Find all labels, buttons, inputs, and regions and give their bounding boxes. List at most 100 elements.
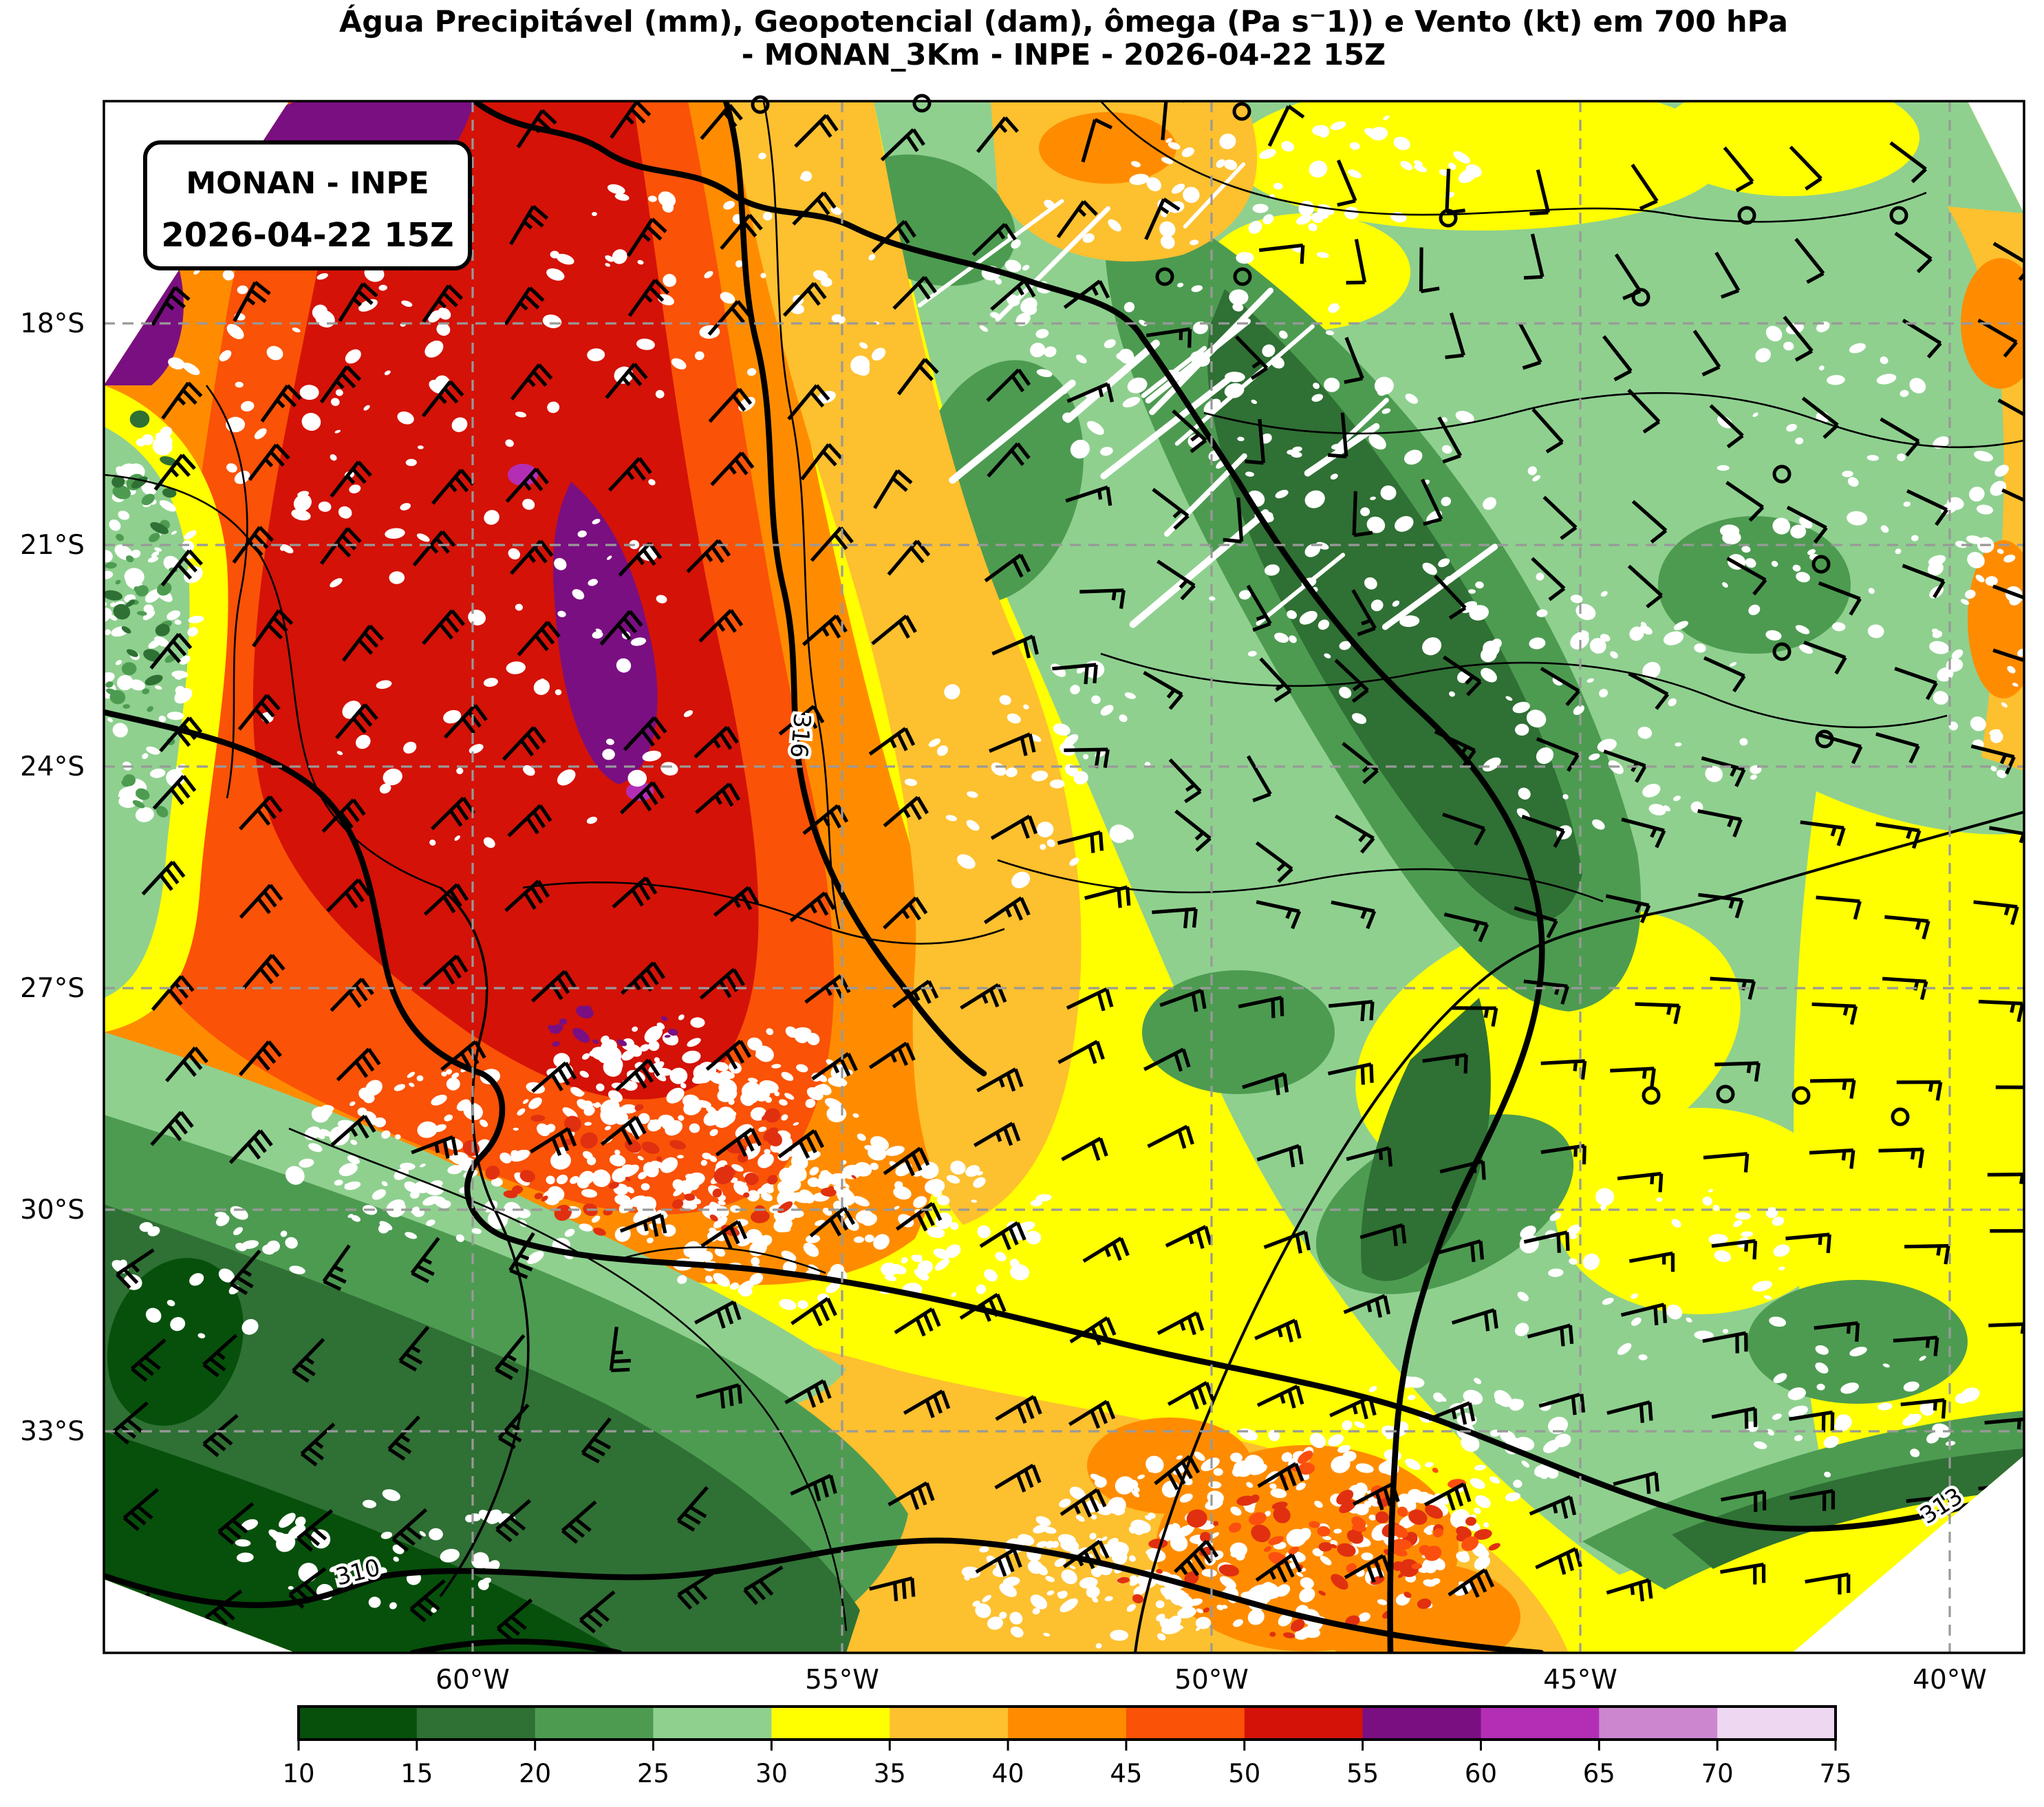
contour-line-316 <box>722 101 987 1077</box>
wind-barb <box>1157 559 1196 601</box>
precipitable-water-field <box>104 101 2024 1653</box>
calm-wind-circle <box>1772 642 1792 661</box>
colorbar-segment <box>1599 1707 1718 1740</box>
wind-barb <box>510 363 553 400</box>
wind-barb <box>421 380 464 418</box>
wind-barb <box>1995 1085 2024 1089</box>
wind-barb <box>114 1592 151 1635</box>
wind-barb <box>1165 1225 1213 1250</box>
wind-barb <box>122 1488 159 1532</box>
wind-barb <box>1973 900 2019 926</box>
wind-barb <box>579 1590 616 1634</box>
wind-barb <box>619 781 665 815</box>
wind-barb <box>1061 1137 1108 1162</box>
contour-line-313 <box>104 709 2024 1532</box>
wind-barb <box>1246 755 1272 802</box>
wind-barb <box>1079 588 1126 609</box>
wind-barb <box>1542 495 1578 540</box>
wind-barb <box>1992 242 2024 281</box>
wind-barb <box>1056 200 1098 239</box>
wind-barb <box>777 1129 825 1159</box>
wind-barb <box>975 1548 1022 1577</box>
wind-barb <box>989 732 1036 756</box>
calm-wind-circle <box>1155 267 1174 286</box>
wind-barb <box>1434 729 1476 767</box>
wind-barb <box>895 1201 943 1232</box>
wind-barb <box>896 358 939 396</box>
wind-barb <box>149 632 193 670</box>
wind-barb <box>695 782 741 815</box>
wind-barb <box>531 1061 577 1093</box>
wind-barb <box>1267 105 1305 147</box>
wind-barb <box>410 1237 440 1283</box>
wind-barb <box>1057 1040 1105 1065</box>
wind-barb <box>1818 733 1863 764</box>
lon-tick-label: 40°W <box>1913 1665 1987 1696</box>
wind-barb <box>581 1417 612 1464</box>
calm-wind-circles <box>751 94 1910 1126</box>
colorbar-tick-label: 25 <box>637 1759 669 1788</box>
wind-barb <box>330 977 374 1012</box>
wind-barb <box>1805 1572 1851 1595</box>
wind-barb <box>398 1325 430 1372</box>
wind-barb <box>1154 1455 1201 1490</box>
wind-barb <box>1602 335 1633 382</box>
wind-barb <box>973 1122 1021 1147</box>
wind-barb <box>1702 1331 1748 1354</box>
wind-barb <box>248 443 290 481</box>
wind-barb <box>1336 159 1357 207</box>
wind-barb <box>871 220 916 253</box>
wind-barb <box>1894 231 1933 273</box>
geopotential-contour-label: 316 <box>784 712 816 759</box>
colorbar-tick-label: 55 <box>1346 1759 1379 1788</box>
wind-barb <box>1538 1392 1586 1415</box>
wind-barb <box>883 795 929 828</box>
wind-barb <box>1816 895 1862 920</box>
wind-barb <box>409 1579 446 1623</box>
wave-streaks <box>917 162 1498 630</box>
wind-barb <box>233 281 271 322</box>
wind-barb <box>1147 1124 1194 1149</box>
colorbar-tick-label: 70 <box>1701 1759 1734 1788</box>
colorbar-tick-label: 45 <box>1110 1759 1142 1788</box>
wind-barb <box>1984 1417 2024 1430</box>
wind-barb <box>979 1221 1026 1250</box>
wind-barb <box>1627 564 1663 609</box>
wind-barb <box>504 879 550 912</box>
wind-barb <box>1628 1251 1675 1272</box>
wind-barb <box>1065 485 1112 506</box>
wind-barb <box>872 469 913 509</box>
wind-barb <box>239 795 283 831</box>
wind-barb <box>1174 809 1212 853</box>
wind-barb <box>1331 900 1377 930</box>
colorbar-tick-label: 30 <box>755 1759 788 1788</box>
wind-barb <box>1621 817 1666 848</box>
wind-barb <box>1794 237 1825 284</box>
wind-barb <box>1811 1002 1858 1025</box>
wind-barb <box>696 1383 742 1409</box>
calm-wind-circle <box>912 94 932 113</box>
wind-barb <box>1711 1239 1758 1260</box>
wind-barb <box>1254 1318 1302 1343</box>
wind-barb <box>1726 557 1767 596</box>
wind-barb <box>1620 1303 1667 1325</box>
wind-barb <box>1327 1062 1374 1085</box>
wind-barb <box>1066 987 1114 1012</box>
wind-barb <box>1437 416 1463 464</box>
wind-barb <box>238 1040 282 1076</box>
wind-barb <box>1785 1232 1831 1254</box>
wind-barb <box>1144 197 1181 240</box>
wind-barb <box>1223 498 1244 544</box>
wind-barb <box>1439 1159 1486 1180</box>
wind-barb <box>443 704 488 739</box>
wind-barb <box>322 1244 351 1292</box>
wind-barb <box>1535 1547 1582 1575</box>
wind-barb <box>1518 322 1542 370</box>
wind-barb <box>1423 1482 1472 1511</box>
wind-barb <box>507 804 552 837</box>
wind-barb <box>1902 564 1946 599</box>
colorbar-segment <box>1244 1707 1364 1740</box>
wind-barb <box>1635 1002 1681 1025</box>
inset-model-label: MONAN - INPE <box>186 166 429 201</box>
wind-barb <box>530 1126 577 1156</box>
